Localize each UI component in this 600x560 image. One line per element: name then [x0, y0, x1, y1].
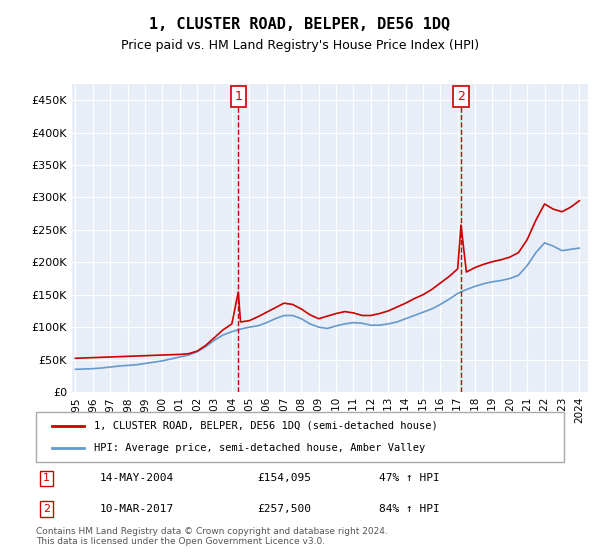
- Text: 2: 2: [457, 90, 465, 103]
- Text: 47% ↑ HPI: 47% ↑ HPI: [379, 473, 440, 483]
- Text: 14-MAY-2004: 14-MAY-2004: [100, 473, 173, 483]
- Text: 1: 1: [235, 90, 242, 103]
- Text: 1, CLUSTER ROAD, BELPER, DE56 1DQ: 1, CLUSTER ROAD, BELPER, DE56 1DQ: [149, 17, 451, 32]
- Text: 1: 1: [43, 473, 50, 483]
- Text: HPI: Average price, semi-detached house, Amber Valley: HPI: Average price, semi-detached house,…: [94, 443, 425, 453]
- FancyBboxPatch shape: [36, 412, 564, 462]
- Text: 2: 2: [43, 504, 50, 514]
- Text: £154,095: £154,095: [258, 473, 312, 483]
- Text: Price paid vs. HM Land Registry's House Price Index (HPI): Price paid vs. HM Land Registry's House …: [121, 39, 479, 52]
- Text: 1, CLUSTER ROAD, BELPER, DE56 1DQ (semi-detached house): 1, CLUSTER ROAD, BELPER, DE56 1DQ (semi-…: [94, 421, 438, 431]
- Text: £257,500: £257,500: [258, 504, 312, 514]
- Text: 84% ↑ HPI: 84% ↑ HPI: [379, 504, 440, 514]
- Text: 10-MAR-2017: 10-MAR-2017: [100, 504, 173, 514]
- Text: Contains HM Land Registry data © Crown copyright and database right 2024.
This d: Contains HM Land Registry data © Crown c…: [36, 526, 388, 546]
